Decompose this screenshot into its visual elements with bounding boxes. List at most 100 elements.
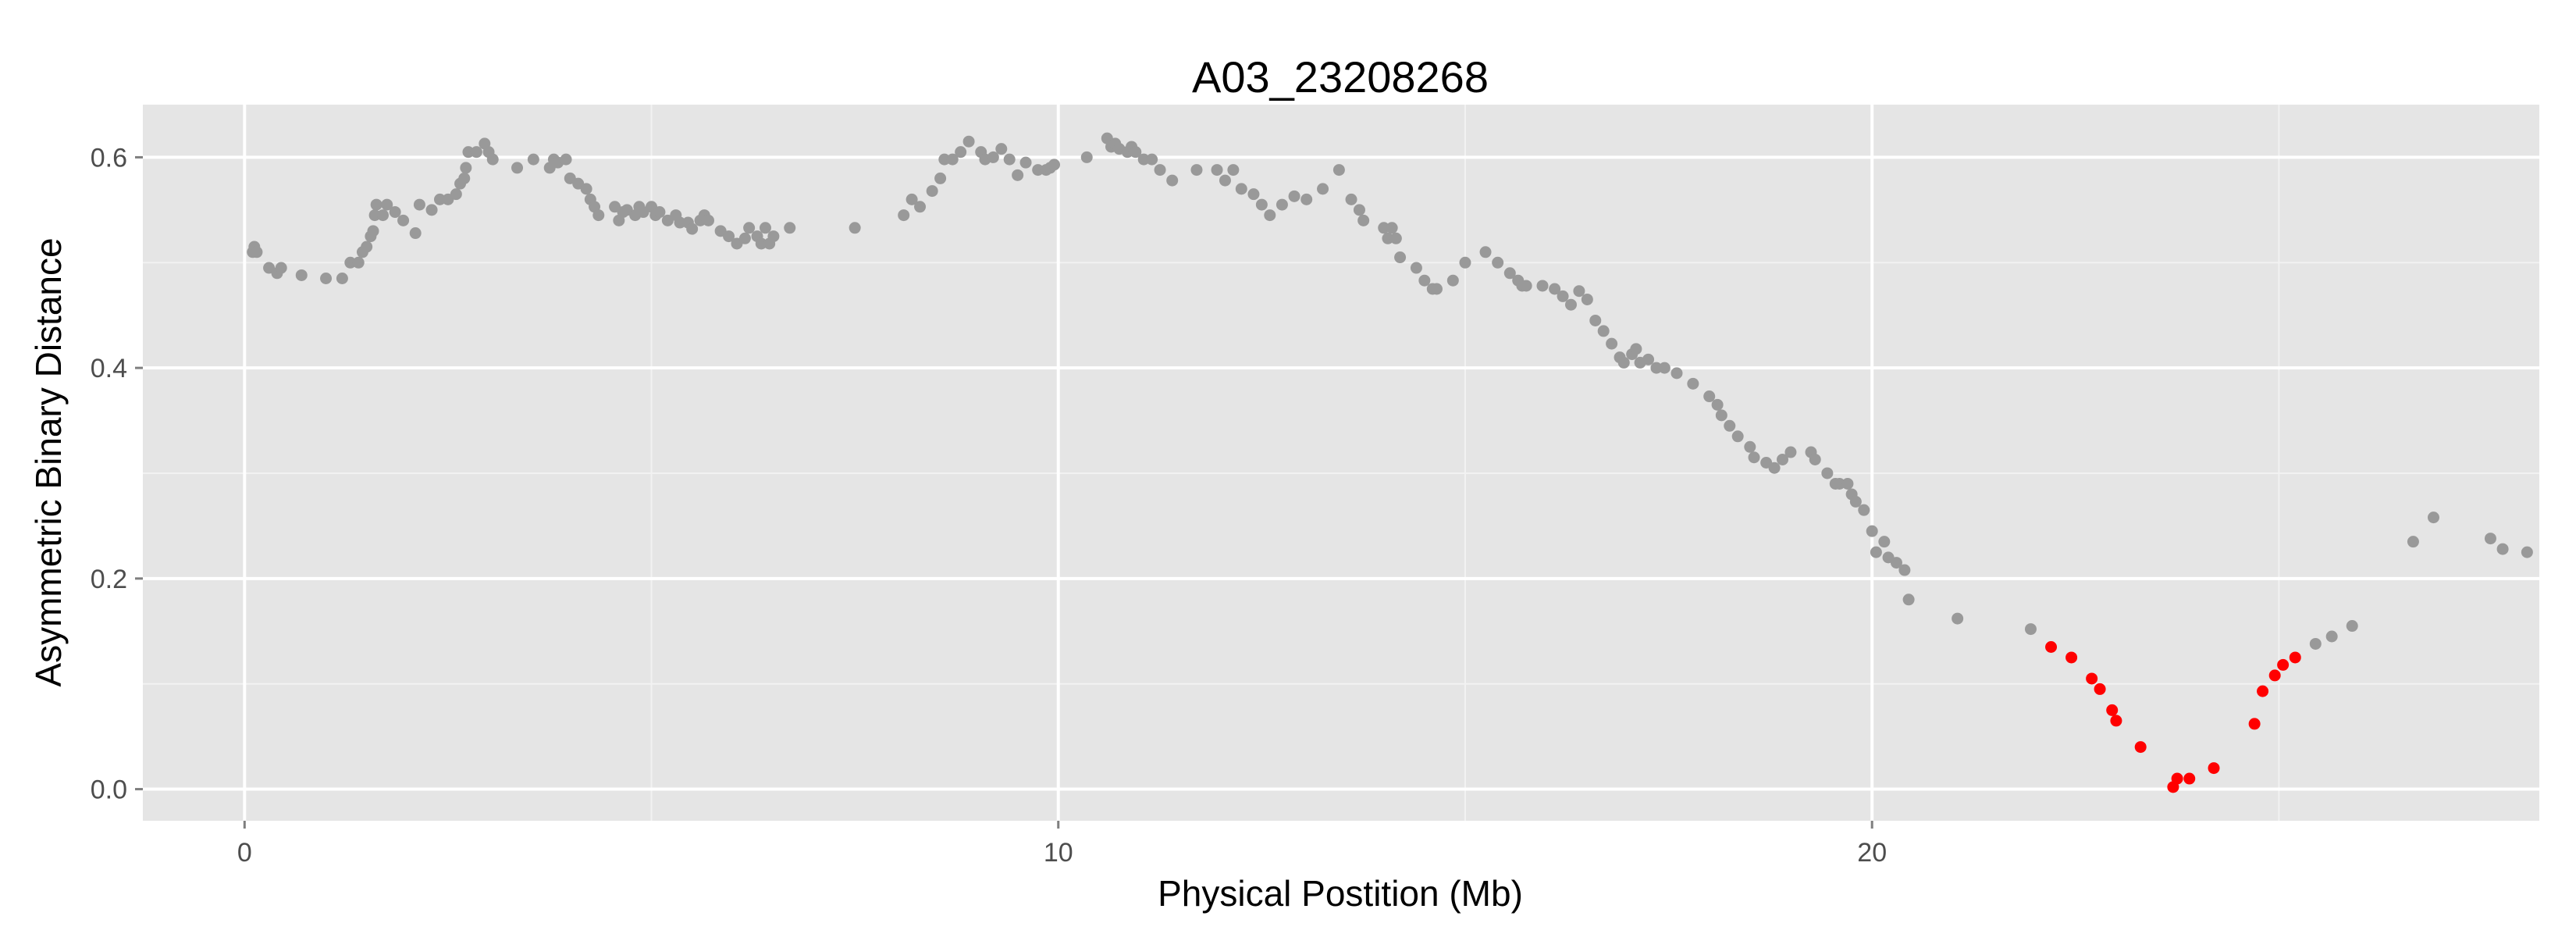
gray-data-point	[1219, 174, 1231, 187]
red-data-point	[2208, 762, 2220, 775]
gray-data-point	[1630, 343, 1642, 355]
gray-data-point	[1658, 362, 1670, 374]
x-tick-label: 0	[237, 838, 252, 868]
gray-data-point	[1190, 164, 1203, 176]
grid-lines	[143, 105, 2539, 821]
gray-data-point	[1650, 362, 1663, 374]
gray-data-point	[1430, 283, 1443, 295]
gray-data-point	[938, 153, 951, 166]
gray-data-point	[1821, 467, 1834, 479]
gray-data-point	[1564, 298, 1577, 311]
gray-data-point	[1536, 280, 1549, 292]
gray-data-point	[1589, 314, 1602, 326]
gray-data-point	[1300, 193, 1313, 205]
gray-data-point	[1080, 151, 1093, 163]
gray-data-point	[906, 193, 918, 205]
red-data-point	[2171, 772, 2183, 785]
gray-data-point	[2427, 511, 2439, 524]
red-data-point	[2268, 669, 2281, 682]
gray-data-point	[955, 146, 967, 159]
gray-data-point	[320, 273, 333, 285]
y-tick-label: 0.2	[91, 565, 127, 594]
gray-data-point	[460, 162, 472, 174]
gray-data-point	[1247, 188, 1260, 201]
gray-data-point	[433, 193, 446, 205]
chart-title: A03_23208268	[1192, 52, 1489, 102]
gray-data-point	[995, 143, 1008, 155]
gray-data-point	[1952, 612, 1964, 625]
gray-data-point	[1332, 164, 1345, 176]
gray-data-point	[486, 153, 499, 166]
gray-data-point	[962, 135, 975, 148]
gray-data-point	[759, 222, 771, 234]
gray-data-point	[2346, 620, 2358, 633]
gray-data-point	[377, 209, 390, 222]
gray-data-point	[1255, 198, 1268, 211]
gray-data-point	[425, 204, 438, 216]
gray-data-point	[738, 232, 751, 244]
x-tick-label: 10	[1044, 838, 1073, 868]
gray-data-point	[1870, 546, 1882, 558]
gray-data-point	[1597, 325, 1610, 337]
red-data-point	[2257, 685, 2269, 697]
gray-data-point	[1549, 283, 1561, 295]
gray-data-point	[743, 222, 756, 234]
gray-data-point	[1687, 377, 1699, 390]
gray-data-point	[1617, 356, 1630, 369]
gray-data-point	[1357, 214, 1370, 226]
gray-data-point	[295, 269, 308, 281]
gray-data-point	[1858, 504, 1870, 516]
gray-data-point	[580, 183, 592, 195]
gray-data-point	[1019, 156, 1032, 169]
gray-data-point	[1890, 557, 1902, 569]
gray-data-point	[914, 201, 927, 213]
gray-data-point	[361, 241, 373, 253]
gray-data-point	[987, 151, 999, 163]
gray-data-point	[2521, 546, 2533, 558]
gray-data-point	[1784, 446, 1797, 458]
red-data-point	[2289, 651, 2301, 664]
gray-data-point	[1841, 477, 1854, 490]
gray-data-point	[1235, 183, 1247, 195]
gray-data-point	[1130, 146, 1142, 159]
gray-data-point	[784, 222, 796, 234]
gray-data-point	[1503, 267, 1516, 280]
gray-data-point	[2309, 637, 2322, 650]
gray-data-point	[1446, 274, 1459, 287]
gray-data-point	[1410, 262, 1422, 274]
gray-data-point	[1137, 153, 1150, 166]
gray-data-point	[1744, 440, 1756, 453]
gray-data-point	[898, 209, 910, 222]
gray-data-point	[686, 223, 699, 235]
gray-data-point	[1012, 169, 1024, 181]
red-data-point	[2086, 672, 2098, 685]
gray-data-point	[336, 273, 348, 285]
gray-data-point	[1866, 525, 1878, 537]
axis-ticks: 0 10 20 0.0 0.2 0.4 0.6	[91, 143, 1887, 868]
red-data-point	[2106, 704, 2119, 716]
gray-data-point	[352, 256, 365, 269]
gray-data-point	[1353, 204, 1365, 216]
gray-data-point	[397, 214, 410, 226]
gray-data-point	[1003, 153, 1016, 166]
gray-data-point	[1264, 209, 1276, 222]
gray-data-point	[1711, 398, 1724, 411]
gray-data-point	[1146, 153, 1158, 166]
red-data-point	[2277, 658, 2290, 671]
y-tick-label: 0.4	[91, 354, 127, 383]
gray-data-point	[723, 230, 735, 243]
gray-data-point	[409, 227, 422, 240]
gray-data-point	[367, 225, 379, 237]
gray-data-point	[470, 146, 482, 159]
y-axis-title: Asymmetric Binary Distance	[28, 237, 69, 686]
gray-data-point	[1606, 337, 1618, 350]
gray-data-point	[251, 246, 263, 258]
gray-data-point	[2484, 533, 2496, 545]
gray-data-point	[1317, 183, 1329, 195]
gray-data-point	[344, 256, 357, 269]
gray-data-point	[1288, 190, 1300, 202]
gray-data-point	[1032, 164, 1044, 176]
gray-data-point	[413, 198, 425, 211]
